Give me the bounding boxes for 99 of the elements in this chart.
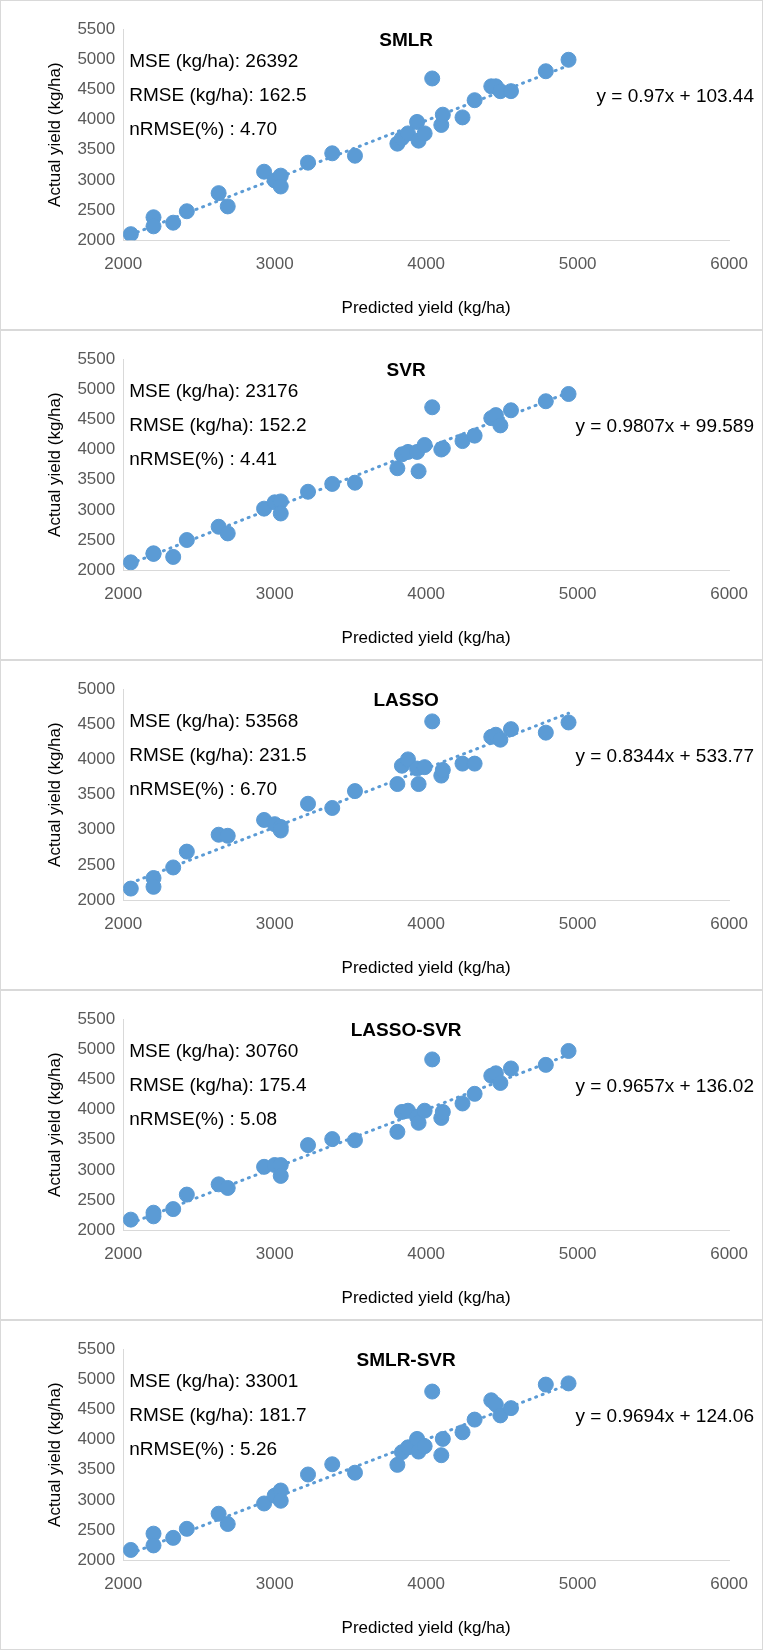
y-tick-label: 5000 <box>77 678 116 698</box>
annotation: RMSE (kg/ha): 231.5 <box>129 744 307 766</box>
y-tick-label: 3500 <box>77 1129 116 1149</box>
y-axis-title: Actual yield (kg/ha) <box>44 392 64 537</box>
y-tick-label: 4000 <box>77 749 116 769</box>
x-tick-label: 5000 <box>558 254 597 274</box>
y-tick-label: 4500 <box>77 1069 116 1089</box>
y-tick-label: 5000 <box>77 48 116 68</box>
x-tick-label: 6000 <box>710 584 748 604</box>
x-tick-label: 4000 <box>407 1574 446 1594</box>
y-tick-label: 2500 <box>77 199 116 219</box>
y-tick-label: 4500 <box>77 713 116 733</box>
y-tick-label: 2000 <box>77 1219 116 1239</box>
annotation: MSE (kg/ha): 53568 <box>129 710 299 732</box>
annotation: y = 0.9807x + 99.589 <box>575 415 754 437</box>
y-tick-label: 2500 <box>77 529 116 549</box>
annotation: MSE (kg/ha): 23176 <box>129 380 299 402</box>
y-tick-label: 3500 <box>77 469 116 489</box>
x-tick-label: 4000 <box>407 914 446 934</box>
y-tick-label: 3500 <box>77 784 116 804</box>
chart-title: LASSO <box>373 689 439 711</box>
y-tick-label: 3500 <box>77 1459 116 1479</box>
y-axis-title: Actual yield (kg/ha) <box>44 722 64 867</box>
y-tick-label: 4500 <box>77 409 116 429</box>
annotation: RMSE (kg/ha): 175.4 <box>129 1074 308 1096</box>
y-tick-label: 5000 <box>77 1368 116 1388</box>
x-tick-label: 2000 <box>104 254 143 274</box>
x-tick-label: 4000 <box>407 584 446 604</box>
y-tick-label: 5000 <box>77 1038 116 1058</box>
y-tick-label: 4000 <box>77 1099 116 1119</box>
x-tick-label: 3000 <box>255 1244 294 1264</box>
x-tick-label: 2000 <box>104 1244 143 1264</box>
y-tick-label: 2000 <box>77 889 116 909</box>
annotation: nRMSE(%) : 5.26 <box>129 1438 278 1460</box>
annotation: MSE (kg/ha): 26392 <box>129 50 299 72</box>
x-tick-label: 2000 <box>104 1574 143 1594</box>
annotation: RMSE (kg/ha): 152.2 <box>129 414 307 436</box>
annotation: y = 0.9657x + 136.02 <box>575 1075 754 1097</box>
x-tick-label: 4000 <box>407 1244 446 1264</box>
annotation: y = 0.8344x + 533.77 <box>575 745 754 767</box>
x-tick-label: 6000 <box>710 254 748 274</box>
y-tick-label: 5000 <box>77 378 116 398</box>
y-tick-label: 2500 <box>77 854 116 874</box>
x-axis-title: Predicted yield (kg/ha) <box>341 958 511 978</box>
annotation: RMSE (kg/ha): 181.7 <box>129 1404 307 1426</box>
y-tick-label: 5500 <box>77 348 116 368</box>
x-tick-label: 4000 <box>407 254 446 274</box>
y-tick-label: 2500 <box>77 1519 116 1539</box>
chart-title: SMLR <box>379 29 434 51</box>
chart-title: SVR <box>386 359 426 381</box>
y-axis-title: Actual yield (kg/ha) <box>44 62 64 207</box>
y-tick-label: 3000 <box>77 499 116 519</box>
x-tick-label: 3000 <box>255 1574 294 1594</box>
y-tick-label: 3000 <box>77 1159 116 1179</box>
x-tick-label: 5000 <box>558 1244 597 1264</box>
y-axis-title: Actual yield (kg/ha) <box>44 1382 64 1527</box>
x-tick-label: 6000 <box>710 1244 748 1264</box>
annotation: RMSE (kg/ha): 162.5 <box>129 84 307 106</box>
y-tick-label: 2000 <box>77 229 116 249</box>
x-tick-label: 3000 <box>255 254 294 274</box>
annotation: y = 0.9694x + 124.06 <box>575 1405 754 1427</box>
y-tick-label: 5500 <box>77 18 116 38</box>
y-tick-label: 4000 <box>77 109 116 129</box>
chart-title: SMLR-SVR <box>356 1349 457 1371</box>
annotation: nRMSE(%) : 6.70 <box>129 778 278 800</box>
x-tick-label: 3000 <box>255 584 294 604</box>
x-tick-label: 5000 <box>558 584 597 604</box>
x-axis-title: Predicted yield (kg/ha) <box>341 628 511 648</box>
x-axis-title: Predicted yield (kg/ha) <box>341 298 511 318</box>
x-tick-label: 2000 <box>104 584 143 604</box>
y-tick-label: 4000 <box>77 439 116 459</box>
annotation: nRMSE(%) : 4.41 <box>129 448 278 470</box>
x-tick-label: 6000 <box>710 914 748 934</box>
y-tick-label: 2500 <box>77 1189 116 1209</box>
y-axis-title: Actual yield (kg/ha) <box>44 1052 64 1197</box>
annotation: MSE (kg/ha): 30760 <box>129 1040 299 1062</box>
y-tick-label: 3500 <box>77 139 116 159</box>
y-tick-label: 4500 <box>77 79 116 99</box>
annotation: y = 0.97x + 103.44 <box>596 85 755 107</box>
y-tick-label: 2000 <box>77 1549 116 1569</box>
annotation: MSE (kg/ha): 33001 <box>129 1370 299 1392</box>
y-tick-label: 4000 <box>77 1429 116 1449</box>
y-tick-label: 2000 <box>77 559 116 579</box>
x-tick-label: 6000 <box>710 1574 748 1594</box>
x-tick-label: 2000 <box>104 914 143 934</box>
chart-title: LASSO-SVR <box>350 1019 462 1041</box>
annotation: nRMSE(%) : 5.08 <box>129 1108 278 1130</box>
annotation: nRMSE(%) : 4.70 <box>129 118 278 140</box>
x-axis-title: Predicted yield (kg/ha) <box>341 1288 511 1308</box>
y-tick-label: 3000 <box>77 1489 116 1509</box>
y-tick-label: 5500 <box>77 1338 116 1358</box>
y-tick-label: 4500 <box>77 1399 116 1419</box>
y-tick-label: 5500 <box>77 1008 116 1028</box>
x-tick-label: 5000 <box>558 1574 597 1594</box>
y-tick-label: 3000 <box>77 819 116 839</box>
x-tick-label: 5000 <box>558 914 597 934</box>
x-axis-title: Predicted yield (kg/ha) <box>341 1618 511 1638</box>
y-tick-label: 3000 <box>77 169 116 189</box>
x-tick-label: 3000 <box>255 914 294 934</box>
